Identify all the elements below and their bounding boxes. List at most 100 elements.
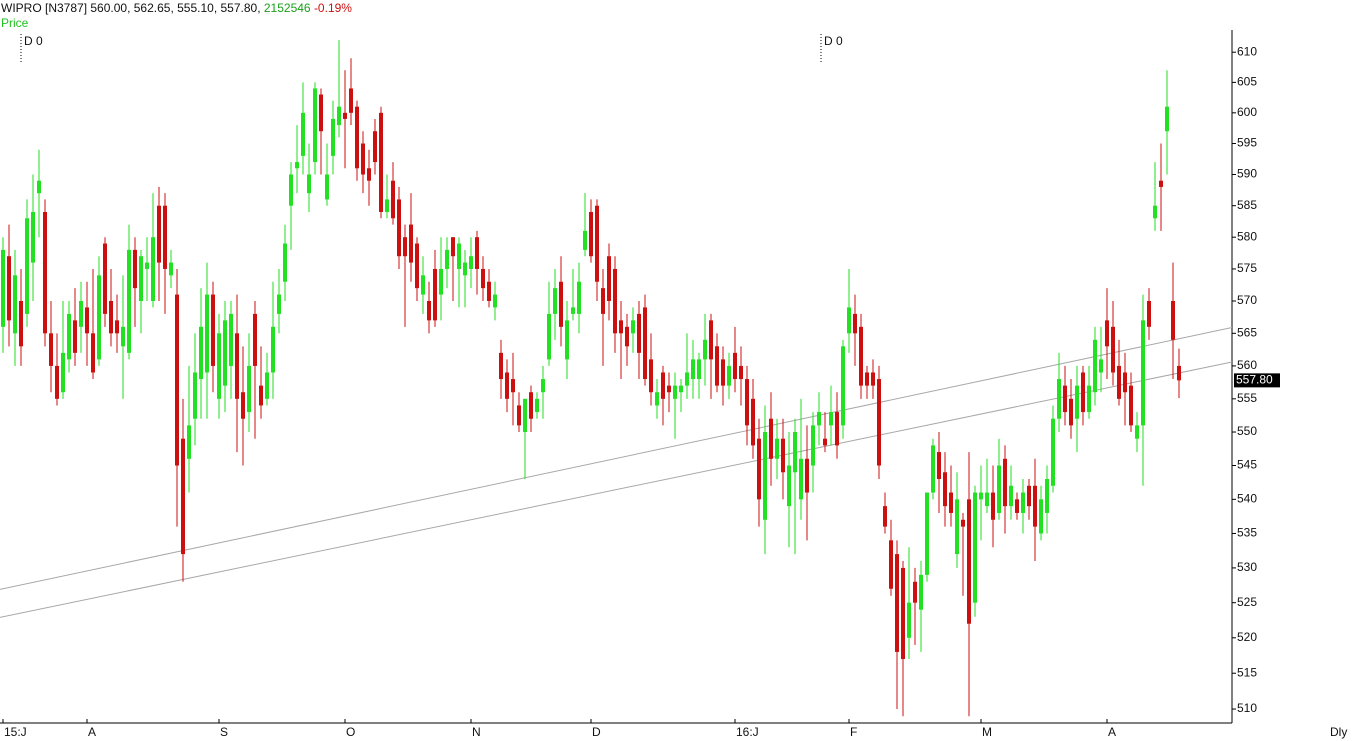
y-tick-label: 585 — [1237, 198, 1257, 212]
candle-body — [751, 398, 755, 446]
candle-body — [1099, 359, 1103, 373]
candle-body — [439, 268, 443, 295]
y-tick-label: 545 — [1237, 458, 1257, 472]
candle-body — [781, 438, 785, 473]
candle-body — [739, 365, 743, 380]
candle-body — [673, 385, 677, 399]
candle-body — [1171, 300, 1175, 340]
candle-body — [85, 307, 89, 334]
candle-body — [883, 506, 887, 527]
change: -0.19% — [314, 1, 352, 15]
candle-body — [1033, 485, 1037, 527]
candle-body — [607, 256, 611, 301]
candle-body — [1165, 106, 1169, 132]
candle-body — [679, 385, 683, 393]
y-tick-label: 610 — [1237, 44, 1257, 58]
candle-body — [337, 106, 341, 126]
candle-body — [109, 300, 113, 334]
candle-body — [805, 458, 809, 493]
candle-body — [961, 519, 965, 527]
candle-body — [793, 432, 797, 473]
candle-body — [1141, 320, 1145, 426]
candle-body — [937, 452, 941, 480]
y-tick-label: 590 — [1237, 167, 1257, 181]
candle-body — [301, 112, 305, 156]
candle-body — [37, 180, 41, 194]
candle-body — [265, 372, 269, 399]
x-tick-label: M — [982, 725, 992, 739]
candle-body — [361, 143, 365, 175]
candle-body — [1075, 385, 1079, 419]
candle-body — [241, 392, 245, 419]
candle-body — [1105, 320, 1109, 347]
x-tick-label: 15:J — [4, 725, 27, 739]
candle-body — [919, 574, 923, 610]
candle-body — [61, 352, 65, 393]
candle-body — [1003, 458, 1007, 507]
candle-body — [829, 412, 833, 426]
candle-body — [667, 385, 671, 393]
candle-body — [535, 398, 539, 413]
candle-body — [463, 262, 467, 276]
candle-body — [1009, 485, 1013, 507]
candle-body — [925, 492, 929, 575]
candle-body — [775, 438, 779, 459]
candle-body — [277, 294, 281, 314]
candle-body — [619, 320, 623, 334]
candle-body — [79, 300, 83, 327]
symbol: WIPRO [N3787] — [1, 1, 87, 15]
candle-body — [931, 445, 935, 493]
candle-body — [187, 425, 191, 459]
candle-body — [1021, 492, 1025, 513]
candle-body — [319, 94, 323, 132]
quote: 560.00, 562.65, 555.10, 557.80, — [90, 1, 260, 15]
candle-body — [901, 567, 905, 660]
candle-body — [343, 112, 347, 119]
candle-body — [703, 339, 707, 360]
candle-body — [511, 379, 515, 393]
x-tick-label: N — [472, 725, 481, 739]
y-tick-label: 580 — [1237, 229, 1257, 243]
candle-body — [181, 438, 185, 555]
candle-body — [907, 602, 911, 638]
candle-body — [547, 313, 551, 360]
candle-body — [487, 281, 491, 301]
candle-body — [253, 313, 257, 366]
candle-body — [1093, 339, 1097, 393]
candle-body — [553, 288, 557, 314]
candle-body — [355, 106, 359, 169]
y-tick-label: 555 — [1237, 391, 1257, 405]
candle-body — [733, 352, 737, 380]
candle-body — [49, 333, 53, 366]
x-tick-label: O — [346, 725, 355, 739]
y-tick-label: 605 — [1237, 75, 1257, 89]
candle-body — [949, 492, 953, 513]
y-tick-label: 565 — [1237, 325, 1257, 339]
candle-body — [385, 199, 389, 212]
candle-body — [799, 458, 803, 500]
candle-body — [1135, 425, 1139, 439]
candle-body — [517, 405, 521, 426]
candle-body — [169, 262, 173, 276]
candle-body — [721, 359, 725, 386]
candle-body — [1129, 385, 1133, 426]
candle-body — [697, 359, 701, 380]
candle-body — [559, 281, 563, 327]
y-tick-label: 530 — [1237, 560, 1257, 574]
last-price-label: 557.80 — [1236, 373, 1273, 387]
candle-body — [25, 218, 29, 314]
candle-body — [583, 230, 587, 250]
candle-body — [1057, 379, 1061, 419]
candle-body — [577, 281, 581, 314]
candle-body — [955, 499, 959, 555]
candle-body — [235, 333, 239, 399]
candle-body — [121, 326, 125, 347]
x-tick-label: 16:J — [736, 725, 759, 739]
x-tick-label: D — [592, 725, 601, 739]
candle-body — [1081, 372, 1085, 413]
period-label: Dly — [1330, 725, 1347, 739]
candle-body — [367, 168, 371, 181]
candle-body — [445, 249, 449, 269]
candle-body — [997, 465, 1001, 513]
header: WIPRO [N3787] 560.00, 562.65, 555.10, 55… — [1, 1, 352, 15]
